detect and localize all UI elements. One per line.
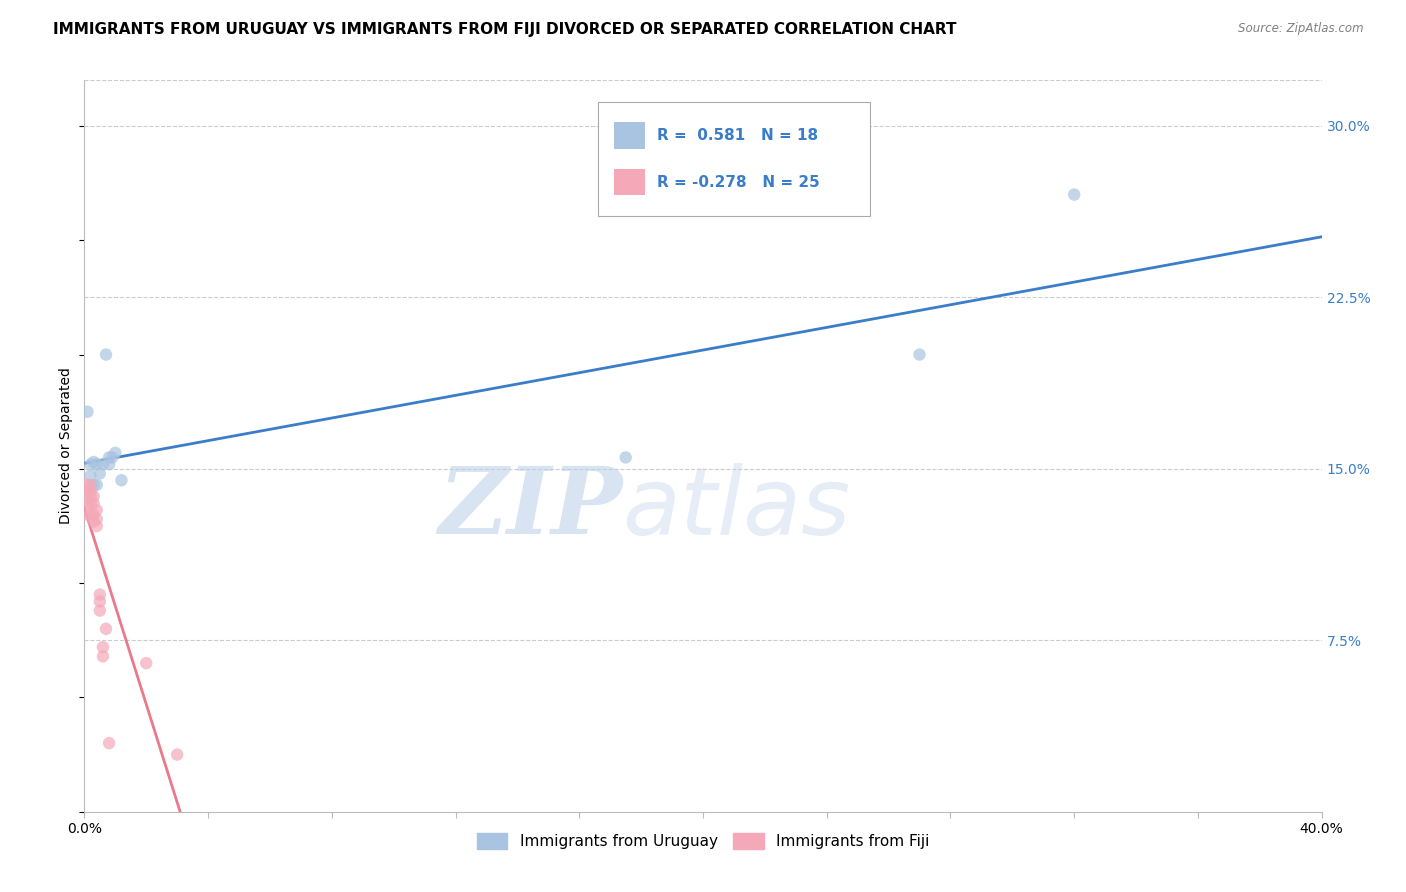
- Point: [98, 736, 121, 750]
- Point: [614, 450, 637, 465]
- Text: R =  0.581   N = 18: R = 0.581 N = 18: [657, 128, 818, 143]
- Point: [79, 508, 101, 522]
- Point: [104, 446, 127, 460]
- Point: [86, 503, 108, 517]
- Point: [79, 468, 101, 483]
- Point: [101, 450, 124, 465]
- FancyBboxPatch shape: [598, 103, 870, 216]
- FancyBboxPatch shape: [614, 169, 645, 195]
- Point: [79, 489, 101, 503]
- Point: [1063, 187, 1085, 202]
- Point: [79, 484, 101, 499]
- Point: [98, 458, 121, 472]
- Text: atlas: atlas: [623, 463, 851, 554]
- Point: [86, 458, 108, 472]
- Point: [94, 347, 117, 362]
- Point: [908, 347, 931, 362]
- Point: [76, 484, 98, 499]
- FancyBboxPatch shape: [614, 122, 645, 149]
- Text: R = -0.278   N = 25: R = -0.278 N = 25: [657, 175, 820, 190]
- Point: [83, 455, 105, 469]
- Point: [91, 649, 114, 664]
- Point: [135, 656, 157, 670]
- Text: IMMIGRANTS FROM URUGUAY VS IMMIGRANTS FROM FIJI DIVORCED OR SEPARATED CORRELATIO: IMMIGRANTS FROM URUGUAY VS IMMIGRANTS FR…: [53, 22, 957, 37]
- Y-axis label: Divorced or Separated: Divorced or Separated: [59, 368, 73, 524]
- Point: [83, 508, 105, 522]
- Point: [79, 478, 101, 492]
- Point: [89, 467, 111, 481]
- Point: [76, 405, 98, 419]
- Point: [166, 747, 188, 762]
- Point: [89, 594, 111, 608]
- Point: [94, 622, 117, 636]
- Point: [110, 473, 132, 487]
- Point: [83, 489, 105, 503]
- Point: [83, 478, 105, 492]
- Point: [86, 478, 108, 492]
- Point: [83, 515, 105, 529]
- Text: Source: ZipAtlas.com: Source: ZipAtlas.com: [1239, 22, 1364, 36]
- Point: [89, 604, 111, 618]
- Point: [86, 512, 108, 526]
- Point: [86, 519, 108, 533]
- Text: ZIP: ZIP: [439, 463, 623, 553]
- Point: [76, 496, 98, 510]
- Point: [76, 478, 98, 492]
- Point: [83, 496, 105, 510]
- Point: [89, 588, 111, 602]
- Point: [91, 458, 114, 472]
- Point: [76, 508, 98, 522]
- Point: [98, 450, 121, 465]
- Point: [91, 640, 114, 655]
- Point: [79, 458, 101, 472]
- Legend: Immigrants from Uruguay, Immigrants from Fiji: Immigrants from Uruguay, Immigrants from…: [471, 827, 935, 855]
- Point: [79, 496, 101, 510]
